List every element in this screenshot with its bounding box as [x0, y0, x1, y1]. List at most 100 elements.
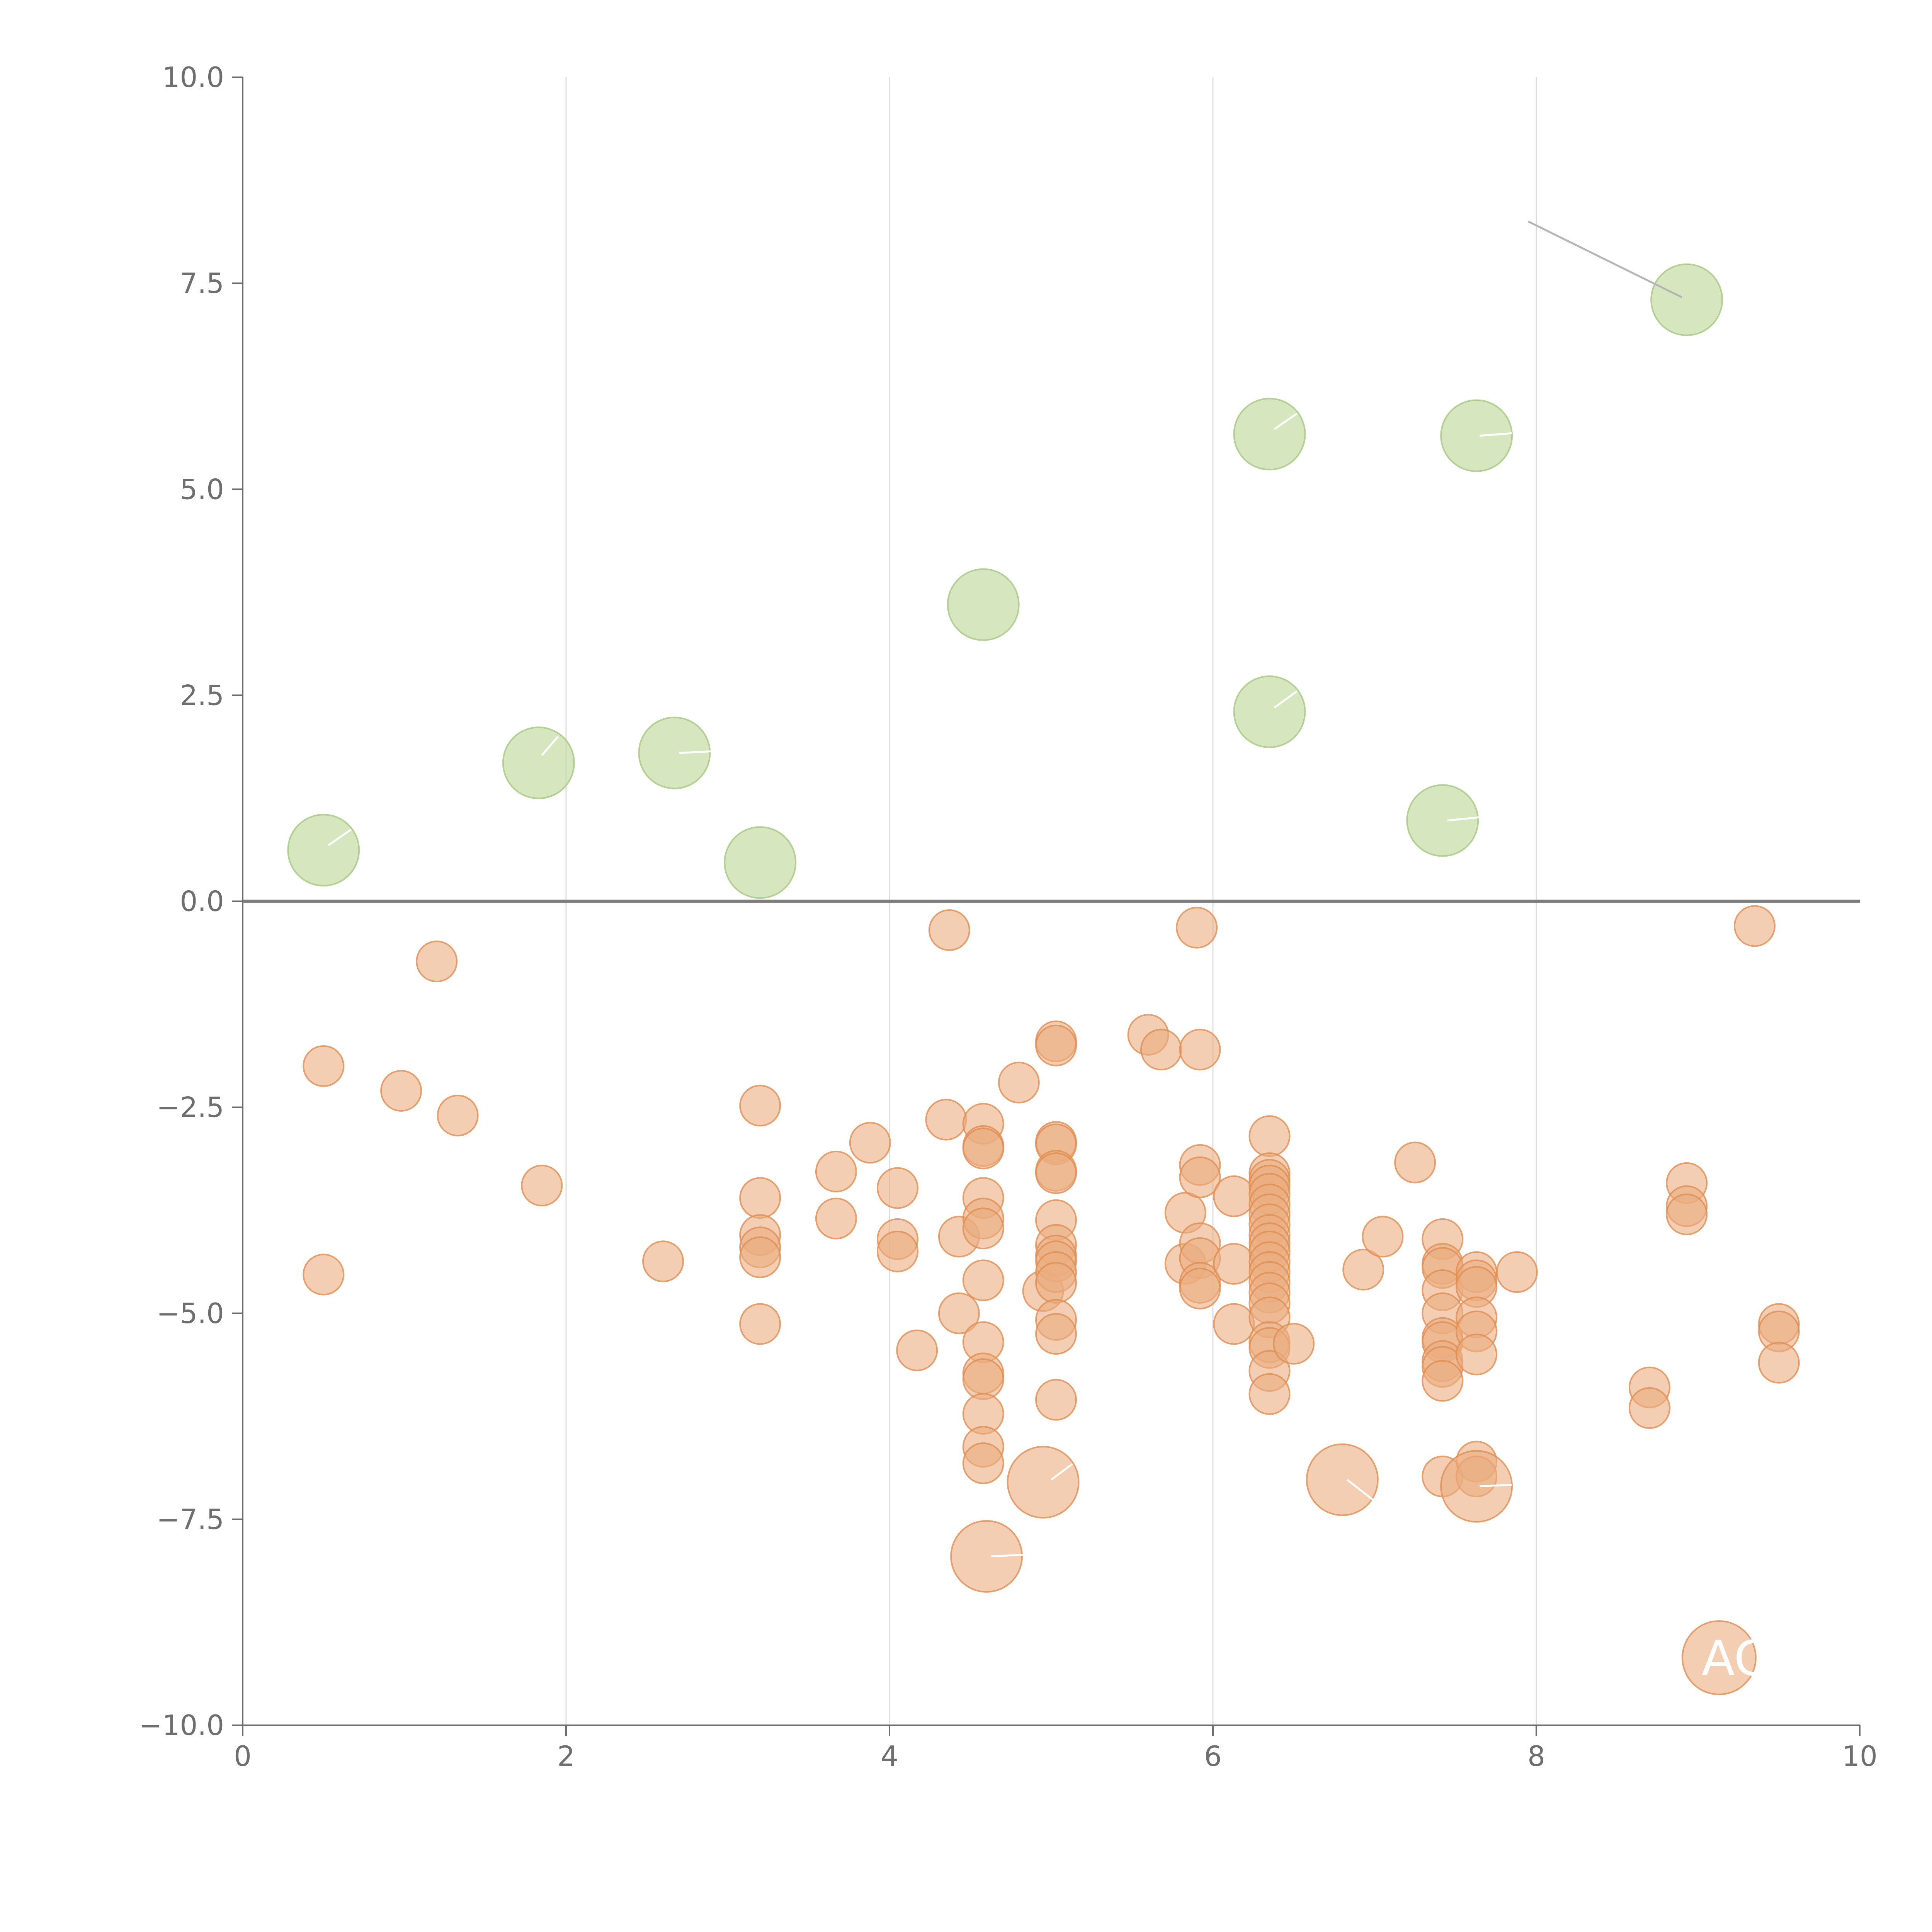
negative-point	[1140, 1029, 1182, 1071]
negative-point	[896, 1329, 938, 1371]
annotations: AC	[1702, 1631, 1768, 1687]
positive-point	[1440, 399, 1513, 472]
x-tick-label: 4	[881, 1740, 898, 1772]
negative-point	[739, 1085, 781, 1127]
x-tick-label: 8	[1527, 1740, 1545, 1772]
label-connector	[1447, 816, 1480, 822]
x-axis-ticks: 0 2 4 6 8 10	[234, 1725, 1878, 1772]
negative-point	[962, 1442, 1004, 1484]
label-connectors	[328, 220, 1682, 1558]
negative-point	[1342, 1248, 1384, 1291]
positive-point	[1233, 398, 1306, 471]
x-tick-label: 10	[1842, 1740, 1878, 1772]
negative-point	[1362, 1216, 1404, 1258]
negative-point	[1273, 1323, 1315, 1365]
x-tick-label: 2	[557, 1740, 575, 1772]
y-tick-label: 10.0	[162, 61, 224, 94]
label-connector	[328, 828, 352, 846]
negative-point	[1422, 1360, 1464, 1402]
negative-point	[1176, 906, 1218, 949]
negative-point	[642, 1240, 684, 1282]
positive-point	[1406, 784, 1479, 857]
negative-point	[1035, 1152, 1077, 1194]
negative-point	[1179, 1267, 1221, 1310]
negative-point	[950, 1520, 1023, 1593]
positive-point	[502, 726, 575, 799]
label-connector	[1480, 1483, 1512, 1488]
negative-point	[1248, 1373, 1291, 1415]
negative-point	[521, 1165, 563, 1207]
negative-point	[1213, 1243, 1255, 1285]
negative-point	[928, 909, 970, 951]
negative-point	[962, 1259, 1004, 1301]
negative-point	[303, 1253, 345, 1296]
negative-point	[303, 1045, 345, 1087]
positive-point	[638, 716, 711, 789]
negative-point	[1496, 1251, 1538, 1293]
label-connector	[1274, 690, 1298, 709]
negative-point	[1213, 1175, 1255, 1217]
y-tick-label: −5.0	[156, 1297, 224, 1330]
negative-point	[1007, 1446, 1080, 1519]
negative-point	[1035, 1379, 1077, 1421]
y-tick-label: 0.0	[180, 885, 224, 918]
negative-point	[1035, 1262, 1077, 1304]
positive-point	[1233, 675, 1306, 748]
label-connector	[1480, 432, 1512, 437]
negative-point	[1440, 1450, 1513, 1523]
negative-point	[1666, 1193, 1708, 1235]
negative-point	[998, 1061, 1040, 1104]
negative-point	[739, 1177, 781, 1219]
negative-point	[1035, 1024, 1077, 1066]
negative-point	[876, 1167, 918, 1209]
label-connector	[541, 736, 559, 756]
negative-point	[416, 940, 458, 983]
negative-point	[1306, 1443, 1379, 1516]
negative-point	[962, 1128, 1004, 1170]
point-annotation: AC	[1702, 1631, 1768, 1687]
negative-point	[1394, 1141, 1436, 1184]
negative-point	[1456, 1333, 1498, 1376]
negative-point	[1035, 1313, 1077, 1355]
label-connector	[1051, 1463, 1073, 1481]
negative-point	[1681, 1620, 1757, 1696]
y-tick-label: −2.5	[156, 1091, 224, 1124]
positive-point	[724, 826, 797, 899]
label-connector	[991, 1554, 1024, 1558]
y-axis-ticks: 10.0 7.5 5.0 2.5 0.0 −2.5 −5.0 −7.5 −10.0	[139, 61, 243, 1742]
y-tick-label: −10.0	[139, 1709, 224, 1742]
negative-point	[815, 1150, 857, 1192]
label-connector	[1346, 1479, 1376, 1502]
data-points	[287, 263, 1800, 1696]
negative-point	[938, 1292, 980, 1334]
negative-point	[876, 1230, 918, 1272]
label-connector	[679, 750, 712, 754]
negative-point	[1213, 1303, 1255, 1345]
negative-point	[380, 1070, 422, 1112]
negative-point	[1758, 1342, 1800, 1384]
negative-point	[1179, 1156, 1221, 1198]
x-tick-label: 0	[234, 1740, 252, 1772]
negative-point	[849, 1122, 891, 1164]
negative-point	[962, 1208, 1004, 1250]
negative-point	[739, 1303, 781, 1345]
y-tick-label: 2.5	[180, 679, 224, 711]
negative-point	[739, 1236, 781, 1278]
negative-point	[925, 1099, 967, 1141]
negative-point	[1248, 1115, 1291, 1157]
negative-point	[1179, 1029, 1221, 1071]
positive-point	[287, 814, 360, 887]
label-connector	[1527, 220, 1682, 298]
label-connector	[1274, 413, 1298, 430]
negative-point	[815, 1197, 857, 1240]
y-tick-label: 7.5	[180, 267, 224, 299]
positive-point	[1650, 263, 1723, 336]
positive-point	[947, 568, 1020, 641]
negative-point	[1628, 1387, 1670, 1429]
negative-point	[1733, 905, 1776, 947]
y-tick-label: −7.5	[156, 1503, 224, 1536]
negative-point	[437, 1094, 479, 1136]
y-tick-label: 5.0	[180, 473, 224, 505]
x-tick-label: 6	[1204, 1740, 1222, 1772]
